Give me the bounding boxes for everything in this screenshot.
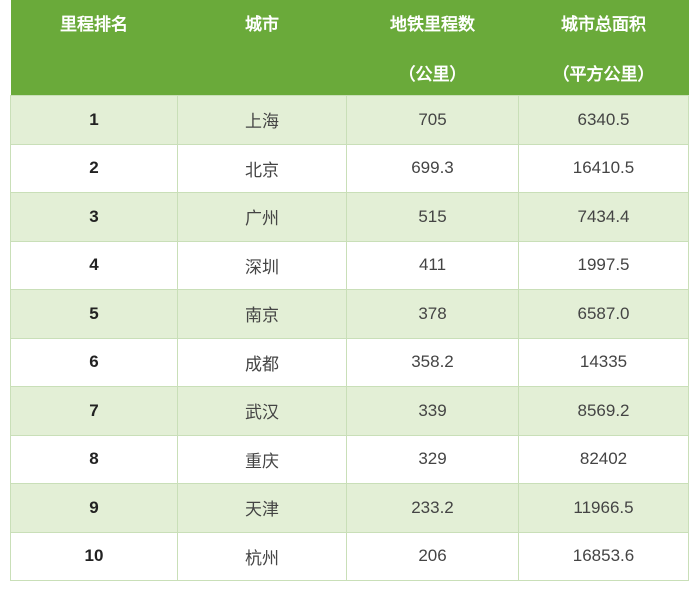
metro-length-cell: 378 [346,289,519,339]
city-cell: 广州 [177,192,347,242]
city-area-cell: 16853.6 [518,531,689,581]
city-cell: 重庆 [177,434,347,484]
table-row: 6 成都 358.2 14335 [10,337,689,387]
rank-cell: 6 [10,337,178,387]
city-cell: 武汉 [177,386,347,436]
metro-length-cell: 411 [346,240,519,290]
table-row: 9 天津 233.2 11966.5 [10,483,689,533]
city-area-cell: 11966.5 [518,483,689,533]
city-area-cell: 16410.5 [518,143,689,193]
table-row: 5 南京 378 6587.0 [10,289,689,339]
table-row: 8 重庆 329 82402 [10,434,689,484]
metro-length-cell: 358.2 [346,337,519,387]
city-cell: 深圳 [177,240,347,290]
city-cell: 南京 [177,289,347,339]
rank-cell: 3 [10,192,178,242]
header-city-area: 城市总面积 （平方公里） [518,0,689,96]
rank-cell: 7 [10,386,178,436]
city-cell: 杭州 [177,531,347,581]
header-metro-length: 地铁里程数 （公里） [346,0,519,96]
city-cell: 上海 [177,95,347,145]
city-cell: 成都 [177,337,347,387]
metro-length-cell: 705 [346,95,519,145]
rank-cell: 9 [10,483,178,533]
city-area-cell: 82402 [518,434,689,484]
table-row: 10 杭州 206 16853.6 [10,531,689,581]
rank-cell: 4 [10,240,178,290]
header-row: 里程排名 城市 地铁里程数 （公里） 城市总面积 （平方公里） [10,0,689,96]
header-rank: 里程排名 [10,0,178,96]
rank-cell: 8 [10,434,178,484]
metro-length-cell: 699.3 [346,143,519,193]
metro-length-cell: 339 [346,386,519,436]
rank-cell: 1 [10,95,178,145]
header-city: 城市 [177,0,347,96]
metro-length-cell: 329 [346,434,519,484]
table-row: 7 武汉 339 8569.2 [10,386,689,436]
metro-length-cell: 515 [346,192,519,242]
city-area-cell: 7434.4 [518,192,689,242]
table-row: 1 上海 705 6340.5 [10,95,689,145]
table-row: 2 北京 699.3 16410.5 [10,143,689,193]
city-area-cell: 14335 [518,337,689,387]
city-cell: 天津 [177,483,347,533]
rank-cell: 5 [10,289,178,339]
rank-cell: 2 [10,143,178,193]
table-row: 3 广州 515 7434.4 [10,192,689,242]
city-area-cell: 6587.0 [518,289,689,339]
city-cell: 北京 [177,143,347,193]
metro-length-cell: 233.2 [346,483,519,533]
table-row: 4 深圳 411 1997.5 [10,240,689,290]
city-area-cell: 6340.5 [518,95,689,145]
city-area-cell: 8569.2 [518,386,689,436]
city-area-cell: 1997.5 [518,240,689,290]
metro-ranking-table: 里程排名 城市 地铁里程数 （公里） 城市总面积 （平方公里） 1 上海 705 6340… [10,0,689,581]
rank-cell: 10 [10,531,178,581]
metro-length-cell: 206 [346,531,519,581]
